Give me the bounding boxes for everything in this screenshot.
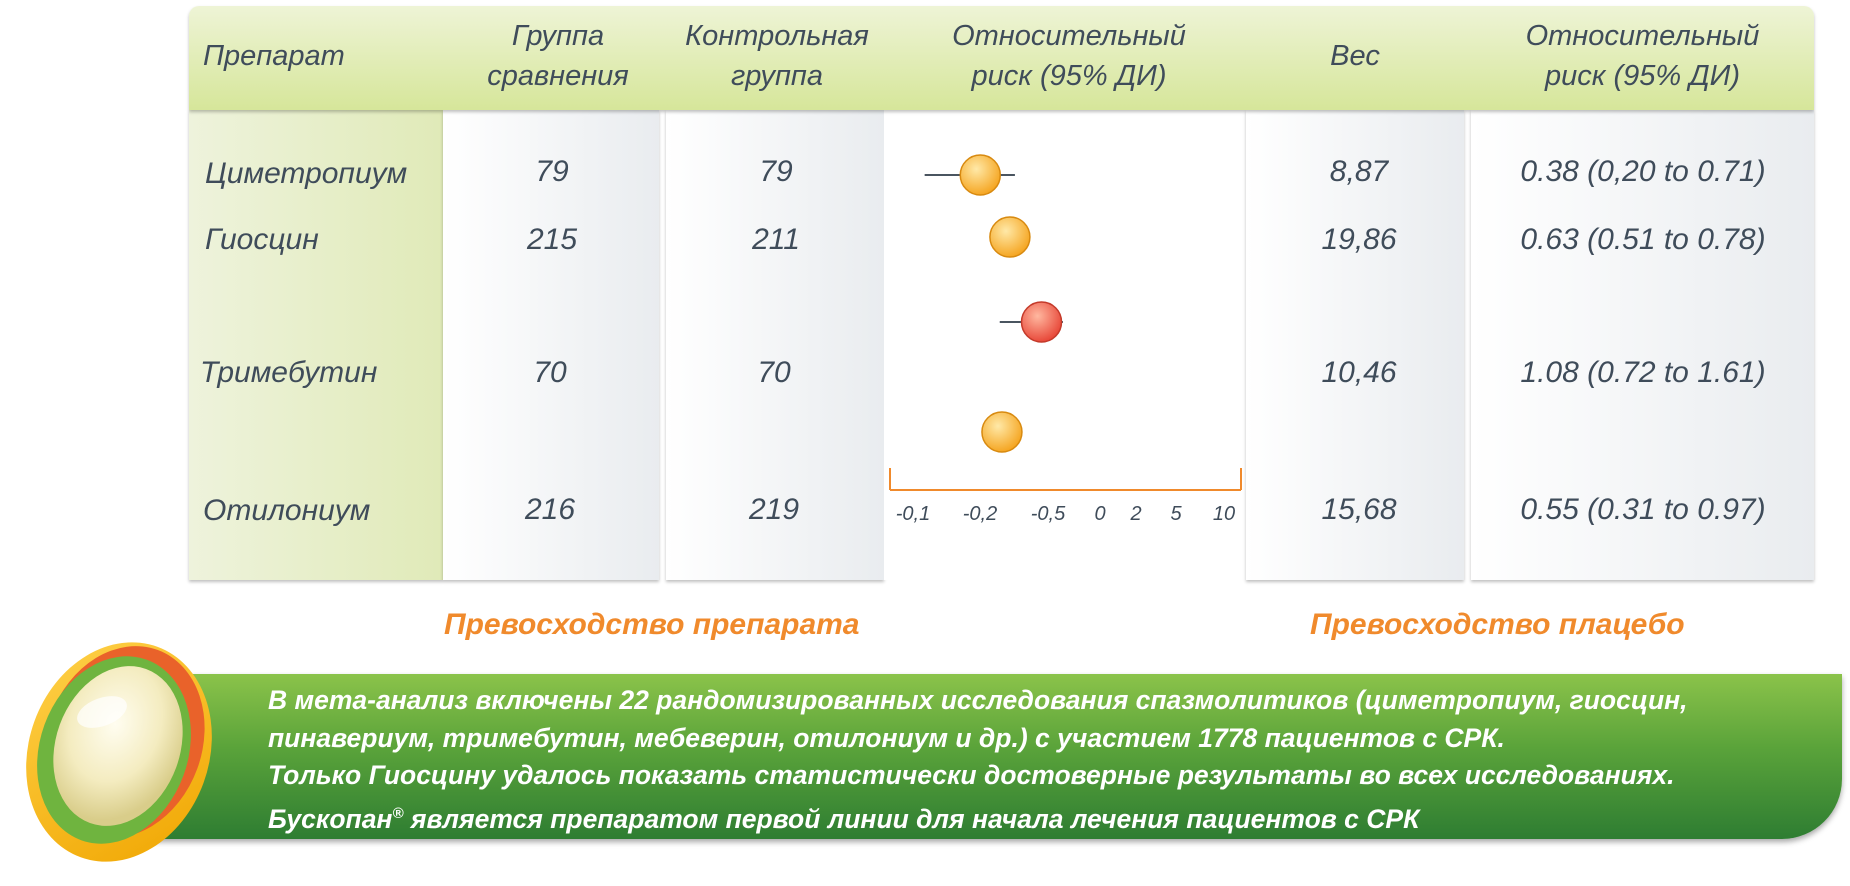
row-drug-name: Циметропиум xyxy=(205,157,408,190)
summary-text: В мета-анализ включены 22 рандомизирован… xyxy=(268,682,1828,838)
drug-column-bg xyxy=(189,110,443,580)
row-drug-name: Тримебутин xyxy=(200,356,378,389)
summary-line: В мета-анализ включены 22 рандомизирован… xyxy=(268,685,1688,715)
row-drug-name: Отилониум xyxy=(203,494,371,527)
row-comparison-count: 216 xyxy=(524,493,576,526)
row-comparison-count: 79 xyxy=(535,155,569,188)
x-tick-label: -0,5 xyxy=(1031,503,1066,525)
row-comparison-count: 70 xyxy=(533,356,567,389)
favours-placebo-caption: Превосходство плацебо xyxy=(1310,608,1685,641)
x-tick-label: 10 xyxy=(1213,503,1235,525)
effect-marker xyxy=(1020,301,1063,343)
row-control-count: 70 xyxy=(757,356,791,389)
row-relative-risk: 0.38 (0,20 to 0.71) xyxy=(1520,155,1766,188)
row-drug-name: Гиосцин xyxy=(205,223,319,256)
effect-marker xyxy=(959,154,1002,196)
header-drug: Препарат xyxy=(203,40,345,72)
effect-marker xyxy=(989,216,1031,258)
row-weight: 19,86 xyxy=(1321,223,1397,256)
x-tick-label: -0,1 xyxy=(896,503,930,525)
x-tick-label: 5 xyxy=(1170,503,1182,525)
x-tick-label: 0 xyxy=(1094,503,1105,525)
row-relative-risk: 0.63 (0.51 to 0.78) xyxy=(1520,223,1766,256)
header-relative-risk-text: Относительный риск (95% ДИ) xyxy=(1525,20,1760,92)
forest-column-bg xyxy=(884,110,1246,580)
x-tick-label: -0,2 xyxy=(963,503,997,525)
control-column-bg xyxy=(666,110,884,580)
row-control-count: 219 xyxy=(748,493,800,526)
rr-column-bg xyxy=(1471,110,1814,580)
header-comparison-group: Группа сравнения xyxy=(487,20,629,92)
row-weight: 8,87 xyxy=(1329,155,1389,188)
summary-line: Бускопан® является препаратом первой лин… xyxy=(268,803,1420,834)
header-relative-risk-plot: Относительный риск (95% ДИ) xyxy=(952,20,1186,92)
weight-column-bg xyxy=(1246,110,1464,580)
row-relative-risk: 0.55 (0.31 to 0.97) xyxy=(1520,493,1766,526)
effect-marker xyxy=(981,411,1023,453)
table-header xyxy=(189,6,1814,110)
summary-line: пинавериум, тримебутин, мебеверин, отило… xyxy=(268,722,1505,753)
row-control-count: 211 xyxy=(752,223,800,256)
row-control-count: 79 xyxy=(759,155,793,188)
comparison-column-bg xyxy=(443,110,659,580)
summary-banner xyxy=(140,674,1842,839)
summary-line: Только Гиосцину удалось показать статист… xyxy=(268,760,1675,790)
x-tick-label: 2 xyxy=(1129,503,1141,525)
forest-plot: -0,1 -0,2 -0,5 0 2 5 10 xyxy=(889,154,1242,525)
row-relative-risk: 1.08 (0.72 to 1.61) xyxy=(1520,356,1766,389)
header-weight: Вес xyxy=(1330,40,1380,72)
row-weight: 15,68 xyxy=(1321,493,1397,526)
header-control-group: Контрольная группа xyxy=(685,20,869,92)
favours-drug-caption: Превосходство препарата xyxy=(444,608,860,641)
row-weight: 10,46 xyxy=(1321,356,1397,389)
row-comparison-count: 215 xyxy=(526,223,578,256)
registered-mark: ® xyxy=(392,804,404,822)
capsule-logo-icon xyxy=(26,642,212,862)
